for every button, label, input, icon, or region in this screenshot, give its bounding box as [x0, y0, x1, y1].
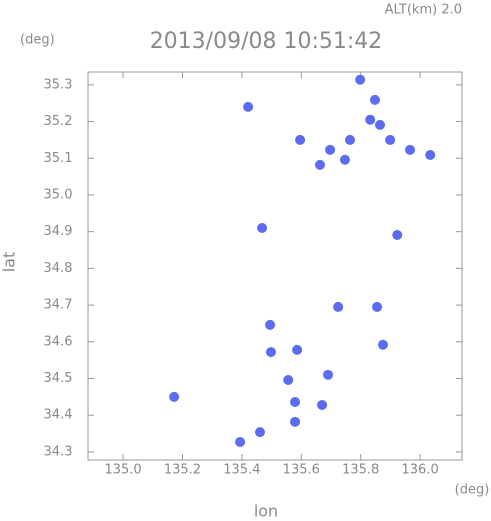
- plot-frame: [87, 71, 463, 461]
- echo-point: [345, 134, 356, 145]
- y-tick-label: 34.7: [44, 298, 73, 313]
- chart-title: 2013/09/08 10:51:42: [150, 29, 383, 54]
- echo-point: [254, 427, 265, 438]
- echo-point: [339, 154, 350, 165]
- echo-point: [315, 159, 326, 170]
- y-tick-label: 34.6: [44, 334, 73, 349]
- echo-point: [425, 149, 436, 160]
- echo-point: [333, 301, 344, 312]
- echo-point: [392, 229, 403, 240]
- echo-point: [295, 134, 306, 145]
- echo-point: [243, 101, 254, 112]
- x-tick-label: 136.0: [402, 463, 439, 478]
- echo-point: [257, 223, 268, 234]
- y-tick-label: 34.8: [44, 261, 73, 276]
- y-tick-label: 35.2: [44, 114, 73, 129]
- y-tick-label: 35.1: [44, 151, 73, 166]
- x-tick-label: 135.8: [342, 463, 379, 478]
- x-tick-label: 135.6: [283, 463, 320, 478]
- echo-point: [385, 134, 396, 145]
- echo-point: [369, 94, 380, 105]
- echo-point: [365, 114, 376, 125]
- y-tick-label: 34.4: [44, 408, 73, 423]
- echo-point: [290, 397, 301, 408]
- echo-point: [317, 399, 328, 410]
- echo-point: [405, 144, 416, 155]
- y-tick-label: 35.3: [44, 77, 73, 92]
- x-tick-label: 135.0: [104, 463, 141, 478]
- echo-point: [323, 369, 334, 380]
- echo-point: [375, 119, 386, 130]
- echo-point: [292, 344, 303, 355]
- altitude-label: ALT(km) 2.0: [385, 3, 462, 18]
- x-unit: (deg): [455, 483, 490, 498]
- echo-point: [355, 74, 366, 85]
- y-tick-label: 34.3: [44, 444, 73, 459]
- y-unit: (deg): [20, 33, 55, 48]
- echo-point: [377, 339, 388, 350]
- y-tick-label: 34.9: [44, 224, 73, 239]
- echo-point: [265, 347, 276, 358]
- x-tick-label: 135.2: [164, 463, 201, 478]
- echo-point: [283, 374, 294, 385]
- echo-point: [265, 319, 276, 330]
- echo-point: [235, 437, 246, 448]
- y-tick-label: 35.0: [44, 187, 73, 202]
- echo-point: [325, 144, 336, 155]
- echo-point: [169, 391, 180, 402]
- echo-point: [372, 301, 383, 312]
- x-axis-label: lon: [254, 502, 278, 521]
- echo-point: [290, 416, 301, 427]
- x-tick-label: 135.4: [223, 463, 260, 478]
- y-tick-label: 34.5: [44, 371, 73, 386]
- y-axis-label: lat: [0, 252, 19, 273]
